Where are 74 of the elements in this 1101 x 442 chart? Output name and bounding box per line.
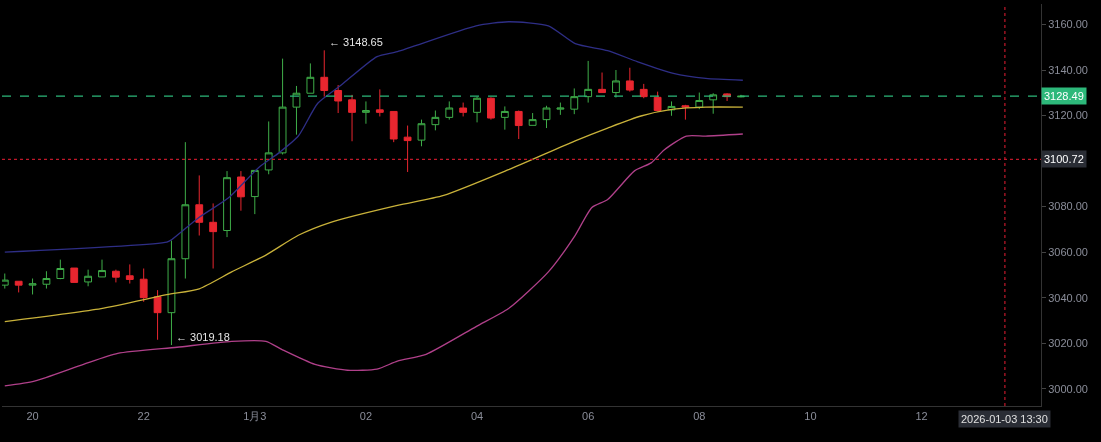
- candlestick: [153, 289, 162, 341]
- y-tick-label: 3020.00: [1048, 337, 1088, 350]
- candlestick: [112, 269, 120, 283]
- y-tick-label: 3140.00: [1048, 63, 1088, 76]
- candlestick: [612, 69, 620, 99]
- ref-line-label: 3128.49: [1044, 90, 1084, 102]
- candlestick: [278, 58, 287, 155]
- ref-line-label: 3100.72: [1044, 153, 1084, 165]
- candlestick: [653, 91, 662, 112]
- candlestick: [223, 170, 231, 238]
- candlestick: [28, 278, 37, 295]
- candlestick: [195, 174, 204, 236]
- candlestick: [487, 96, 495, 121]
- annotation: ← 3019.18: [176, 331, 230, 343]
- candlestick: [139, 268, 148, 303]
- candlestick: [98, 259, 106, 278]
- y-tick-label: 3040.00: [1048, 291, 1088, 304]
- candlestick: [320, 49, 329, 98]
- candlestick: [473, 96, 481, 123]
- candlestick: [556, 102, 565, 116]
- x-tick-label: 02: [359, 410, 373, 423]
- x-tick-label: 22: [137, 410, 150, 423]
- y-tick-label: 3120.00: [1048, 109, 1088, 122]
- x-tick-label: 20: [26, 410, 39, 423]
- candlestick: [459, 102, 468, 117]
- candlestick: [514, 110, 523, 140]
- ref-line-label: 2026-01-03 13:30: [961, 413, 1048, 425]
- y-tick-label: 3000.00: [1048, 382, 1088, 395]
- candlestick: [181, 141, 190, 280]
- x-tick-label: 08: [693, 410, 706, 423]
- candlestick: [445, 100, 454, 121]
- candlestick: [639, 83, 648, 99]
- candlestick: [584, 60, 593, 104]
- candlestick: [528, 112, 537, 126]
- x-tick-label: 04: [470, 410, 484, 423]
- annotation: ← 3148.65: [329, 36, 383, 48]
- candlestick: [500, 105, 509, 131]
- candlestick: [334, 84, 343, 114]
- line-series: [4, 21, 744, 253]
- candlestick: [292, 85, 301, 136]
- candlestick: [70, 267, 79, 283]
- candlestick: [417, 119, 426, 147]
- candlestick: [389, 110, 398, 143]
- candlestick: [598, 72, 606, 94]
- candlestick: [237, 170, 245, 212]
- candlestick: [362, 100, 370, 125]
- x-tick-label: 10: [804, 410, 817, 423]
- line-series: [4, 133, 744, 387]
- x-tick-label: 12: [915, 410, 928, 423]
- candlestick: [56, 259, 65, 280]
- candlestick: [209, 202, 218, 270]
- candlestick: [250, 169, 259, 215]
- candlestick: [681, 104, 690, 121]
- line-series: [4, 106, 744, 323]
- candlestick: [695, 92, 704, 110]
- candlestick: [625, 67, 634, 93]
- candlestick: [542, 105, 551, 129]
- candlestick: [125, 263, 134, 285]
- x-tick-label: 06: [582, 410, 595, 423]
- candlestick: [431, 110, 440, 131]
- candlestick: [403, 125, 412, 173]
- candlestick: [306, 62, 315, 94]
- candlestick: [84, 269, 93, 287]
- candlestick: [42, 270, 51, 290]
- candlestick: [375, 88, 384, 117]
- candlestick: [14, 280, 23, 293]
- candlestick: [709, 92, 718, 115]
- y-tick-label: 3060.00: [1048, 245, 1088, 258]
- candlestick: [570, 87, 579, 115]
- candlestick: [348, 94, 356, 142]
- y-tick-label: 3080.00: [1048, 200, 1088, 213]
- y-tick-label: 3160.00: [1048, 18, 1088, 31]
- x-tick-label: 1月3: [243, 410, 267, 423]
- candlestick: [167, 240, 176, 346]
